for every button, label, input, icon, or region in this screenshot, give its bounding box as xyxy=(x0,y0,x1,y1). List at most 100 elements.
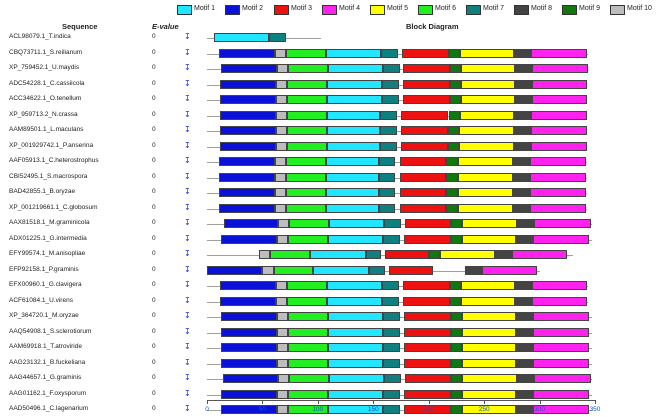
motif-5-block[interactable] xyxy=(458,141,515,151)
motif-2-block[interactable] xyxy=(221,64,277,73)
motif-7-block[interactable] xyxy=(365,250,382,259)
motif-4-block[interactable] xyxy=(530,48,588,58)
motif-7-block[interactable] xyxy=(383,312,400,321)
motif-8-block[interactable] xyxy=(512,203,530,213)
motif-8-block[interactable] xyxy=(515,79,532,89)
motif-1-block[interactable] xyxy=(328,219,385,228)
motif-6-block[interactable] xyxy=(286,110,327,120)
motif-9-block[interactable] xyxy=(450,327,462,337)
motif-10-block[interactable] xyxy=(276,64,288,73)
motif-7-block[interactable] xyxy=(383,358,400,368)
motif-3-block[interactable] xyxy=(404,327,451,337)
motif-5-block[interactable] xyxy=(458,126,515,135)
motif-2-block[interactable] xyxy=(221,312,277,321)
motif-7-block[interactable] xyxy=(383,389,400,399)
motif-5-block[interactable] xyxy=(460,79,516,89)
motif-1-block[interactable] xyxy=(327,358,384,368)
motif-9-block[interactable] xyxy=(450,219,462,228)
motif-1-block[interactable] xyxy=(327,234,384,244)
motif-10-block[interactable] xyxy=(276,327,288,337)
motif-6-block[interactable] xyxy=(286,141,327,151)
motif-2-block[interactable] xyxy=(220,95,276,104)
motif-6-block[interactable] xyxy=(287,358,328,368)
motif-1-block[interactable] xyxy=(327,343,384,352)
motif-10-block[interactable] xyxy=(276,312,288,321)
motif-5-block[interactable] xyxy=(461,358,517,368)
motif-5-block[interactable] xyxy=(461,389,517,399)
motif-2-block[interactable] xyxy=(221,327,277,337)
motif-3-block[interactable] xyxy=(404,358,451,368)
motif-10-block[interactable] xyxy=(276,343,288,352)
motif-3-block[interactable] xyxy=(401,141,448,151)
motif-9-block[interactable] xyxy=(446,172,458,182)
motif-4-block[interactable] xyxy=(532,389,590,399)
motif-4-block[interactable] xyxy=(532,343,590,352)
motif-9-block[interactable] xyxy=(449,79,461,89)
motif-9-block[interactable] xyxy=(448,110,460,120)
motif-3-block[interactable] xyxy=(403,64,450,73)
motif-8-block[interactable] xyxy=(516,343,533,352)
sequence-name[interactable]: AAQ54908.1_S.sclerotiorum xyxy=(9,327,92,335)
motif-7-block[interactable] xyxy=(368,265,386,275)
sequence-name[interactable]: EFX00960.1_G.clavigera xyxy=(9,281,82,288)
motif-6-block[interactable] xyxy=(285,172,326,182)
motif-10-block[interactable] xyxy=(275,296,287,306)
motif-1-block[interactable] xyxy=(327,405,384,414)
sequence-name[interactable]: ACC34622.1_O.tenellum xyxy=(9,95,82,102)
motif-6-block[interactable] xyxy=(286,95,327,104)
motif-8-block[interactable] xyxy=(516,312,533,321)
motif-7-block[interactable] xyxy=(378,203,396,213)
motif-5-block[interactable] xyxy=(461,312,517,321)
motif-4-block[interactable] xyxy=(531,296,588,306)
motif-8-block[interactable] xyxy=(514,141,531,151)
motif-6-block[interactable] xyxy=(285,188,326,197)
motif-8-block[interactable] xyxy=(512,188,530,197)
motif-1-block[interactable] xyxy=(325,48,382,58)
motif-2-block[interactable] xyxy=(220,110,276,120)
motif-7-block[interactable] xyxy=(384,374,401,383)
motif-10-block[interactable] xyxy=(274,157,286,166)
motif-9-block[interactable] xyxy=(450,234,462,244)
motif-8-block[interactable] xyxy=(512,157,530,166)
motif-9-block[interactable] xyxy=(450,389,462,399)
motif-6-block[interactable] xyxy=(273,265,314,275)
motif-4-block[interactable] xyxy=(532,358,590,368)
motif-3-block[interactable] xyxy=(385,250,429,259)
motif-1-block[interactable] xyxy=(326,296,383,306)
motif-7-block[interactable] xyxy=(378,157,396,166)
motif-1-block[interactable] xyxy=(213,33,270,42)
motif-3-block[interactable] xyxy=(403,296,450,306)
motif-7-block[interactable] xyxy=(379,126,397,135)
motif-3-block[interactable] xyxy=(401,126,448,135)
motif-9-block[interactable] xyxy=(449,95,461,104)
motif-7-block[interactable] xyxy=(379,141,397,151)
motif-4-block[interactable] xyxy=(529,203,587,213)
motif-1-block[interactable] xyxy=(325,157,379,166)
motif-9-block[interactable] xyxy=(450,312,462,321)
motif-4-block[interactable] xyxy=(532,327,590,337)
motif-10-block[interactable] xyxy=(277,219,290,228)
motif-6-block[interactable] xyxy=(286,79,327,89)
motif-9-block[interactable] xyxy=(450,358,462,368)
motif-7-block[interactable] xyxy=(382,95,399,104)
motif-2-block[interactable] xyxy=(219,172,275,182)
motif-10-block[interactable] xyxy=(274,172,286,182)
motif-2-block[interactable] xyxy=(221,358,277,368)
motif-9-block[interactable] xyxy=(448,48,460,58)
motif-8-block[interactable] xyxy=(516,358,533,368)
motif-3-block[interactable] xyxy=(405,374,451,383)
motif-4-block[interactable] xyxy=(532,234,590,244)
motif-3-block[interactable] xyxy=(404,343,451,352)
motif-3-block[interactable] xyxy=(399,203,447,213)
motif-8-block[interactable] xyxy=(516,327,533,337)
motif-5-block[interactable] xyxy=(439,250,496,259)
motif-7-block[interactable] xyxy=(382,79,399,89)
sequence-name[interactable]: AAG01162.1_F.oxysporum xyxy=(9,389,87,397)
motif-2-block[interactable] xyxy=(220,126,276,135)
motif-8-block[interactable] xyxy=(495,250,512,259)
motif-10-block[interactable] xyxy=(274,203,286,213)
motif-8-block[interactable] xyxy=(516,405,533,414)
motif-5-block[interactable] xyxy=(461,343,517,352)
motif-9-block[interactable] xyxy=(446,203,458,213)
motif-9-block[interactable] xyxy=(450,343,462,352)
